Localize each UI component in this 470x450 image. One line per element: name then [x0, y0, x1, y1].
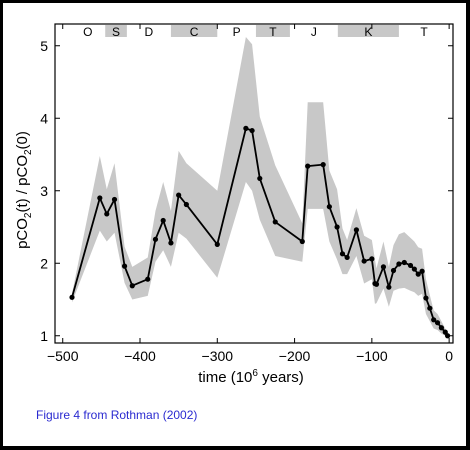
data-point-38 — [423, 295, 429, 301]
data-point-41 — [434, 320, 441, 326]
data-point-3 — [111, 196, 118, 203]
y-label-pre: pCO — [14, 218, 31, 249]
period-label-3: C — [190, 25, 199, 39]
data-point-28 — [373, 281, 380, 287]
data-point-16 — [272, 219, 278, 225]
data-point-30 — [386, 284, 392, 290]
data-point-42 — [438, 325, 445, 331]
period-label-2: D — [145, 25, 154, 39]
y-tick-label-0: 1 — [40, 328, 48, 344]
data-point-8 — [160, 217, 166, 224]
y-tick-label-1: 2 — [40, 255, 48, 271]
data-point-17 — [299, 238, 305, 245]
data-point-23 — [344, 254, 350, 261]
x-tick-label-3: −200 — [279, 348, 311, 364]
axes: −500 −400 −300 −200 −100 0 1 2 3 4 5 — [40, 23, 454, 364]
x-tick-label-1: −400 — [124, 348, 156, 364]
series-line-layer — [69, 125, 451, 339]
data-point-21 — [334, 224, 340, 230]
period-label-7: K — [364, 25, 372, 39]
data-point-9 — [168, 240, 174, 246]
x-tick-label-0: −500 — [47, 348, 79, 364]
data-point-6 — [145, 276, 151, 282]
x-axis-label-end: years) — [258, 369, 304, 386]
data-point-29 — [380, 264, 387, 270]
data-point-11 — [183, 201, 189, 208]
data-point-37 — [419, 268, 425, 274]
data-point-39 — [427, 305, 433, 311]
y-label-sub1: 2 — [23, 212, 34, 218]
data-point-13 — [243, 125, 249, 131]
period-band-1 — [105, 25, 127, 37]
data-point-18 — [305, 163, 311, 169]
data-point-19 — [320, 162, 326, 168]
data-point-4 — [121, 263, 128, 269]
data-point-44 — [444, 333, 451, 339]
data-point-34 — [407, 262, 414, 269]
x-axis-label: time (106 years) — [198, 368, 304, 386]
uncertainty-band — [72, 37, 448, 338]
data-point-32 — [396, 261, 402, 267]
data-point-5 — [129, 283, 135, 289]
period-label-4: P — [233, 25, 241, 39]
data-point-2 — [104, 211, 110, 217]
period-label-0: O — [83, 25, 92, 39]
data-point-36 — [415, 271, 421, 277]
y-label-post: (0) — [14, 131, 31, 149]
data-point-25 — [361, 258, 367, 264]
data-point-31 — [390, 267, 397, 274]
y-tick-label-4: 5 — [40, 38, 48, 54]
period-band-7 — [337, 25, 399, 37]
period-label-1: S — [112, 25, 120, 39]
data-point-12 — [214, 241, 220, 247]
plot-border — [54, 23, 454, 344]
data-point-0 — [69, 294, 75, 300]
x-tick-label-2: −300 — [202, 348, 234, 364]
period-band-5 — [255, 25, 290, 37]
x-axis-label-sup: 6 — [252, 368, 258, 379]
data-point-40 — [431, 317, 437, 323]
data-point-22 — [339, 251, 346, 257]
data-point-7 — [152, 236, 159, 242]
y-axis-label: pCO2(t) / pCO2(0) — [14, 131, 34, 249]
period-label-5: T — [269, 25, 277, 39]
data-point-33 — [401, 259, 407, 266]
y-tick-label-3: 4 — [40, 110, 48, 126]
y-label-mid: (t) / pCO — [14, 155, 31, 213]
data-point-20 — [326, 204, 332, 210]
period-band-3 — [170, 25, 218, 37]
figure-caption: Figure 4 from Rothman (2002) — [36, 408, 198, 422]
data-point-24 — [353, 227, 359, 233]
data-point-35 — [411, 266, 417, 272]
uncertainty-band-layer — [72, 37, 448, 338]
period-label-6: J — [311, 25, 317, 39]
data-point-14 — [249, 127, 255, 134]
data-point-26 — [369, 256, 375, 262]
y-tick-label-2: 3 — [40, 183, 48, 199]
x-tick-label-4: −100 — [356, 348, 388, 364]
x-tick-label-5: 0 — [445, 348, 453, 364]
y-label-sub2: 2 — [23, 149, 34, 155]
x-axis-label-main: time (10 — [198, 369, 252, 386]
figure-frame — [3, 3, 466, 446]
data-point-15 — [257, 175, 263, 182]
data-point-1 — [97, 195, 103, 201]
period-label-8: T — [420, 25, 428, 39]
data-point-10 — [176, 192, 182, 198]
